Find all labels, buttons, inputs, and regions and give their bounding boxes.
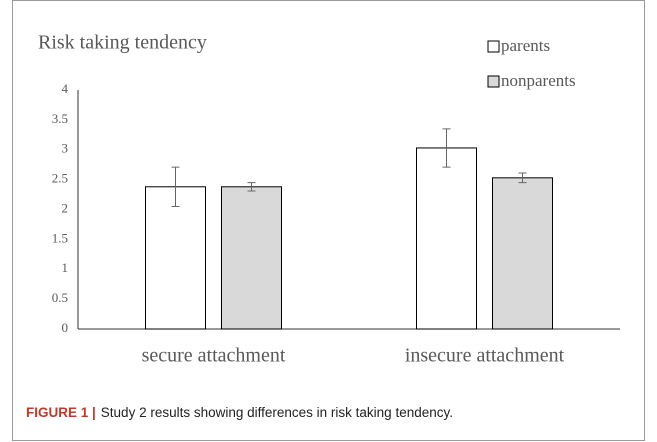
bar <box>416 147 477 330</box>
caption: FIGURE 1 | Study 2 results showing differ… <box>26 405 453 420</box>
y-tick-label: 2 <box>62 200 69 215</box>
caption-label: FIGURE 1 | <box>26 405 96 420</box>
y-tick-label: 3 <box>62 141 69 156</box>
error-bar <box>518 172 527 184</box>
error-bar <box>247 182 256 192</box>
bar <box>145 186 206 330</box>
error-bar <box>442 128 451 168</box>
legend-label: parents <box>501 36 550 55</box>
chart-title: Risk taking tendency <box>38 32 207 54</box>
figure-border <box>12 0 645 441</box>
y-tick-label: 4 <box>62 81 69 96</box>
caption-text: Study 2 results showing differences in r… <box>101 405 453 420</box>
y-tick-label: 0 <box>62 320 69 335</box>
error-bar <box>171 166 180 208</box>
y-tick-label: 1.5 <box>52 230 68 245</box>
y-tick-label: 2.5 <box>52 171 68 186</box>
x-tick-label: secure attachment <box>142 345 286 367</box>
y-tick-label: 1 <box>62 260 69 275</box>
legend-swatch <box>487 40 500 53</box>
bar <box>492 177 553 330</box>
legend-swatch <box>487 75 500 88</box>
x-tick-label: insecure attachment <box>405 345 565 367</box>
y-tick-label: 0.5 <box>52 290 68 305</box>
y-tick-label: 3.5 <box>52 111 68 126</box>
legend-label: nonparents <box>501 71 576 90</box>
bar <box>221 186 282 330</box>
